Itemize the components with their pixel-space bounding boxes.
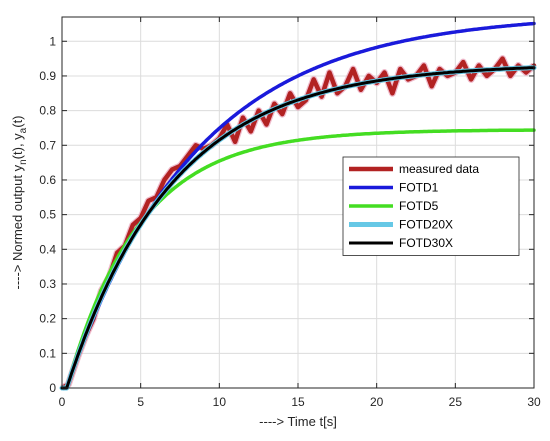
- y-tick-label: 0.4: [39, 242, 56, 256]
- y-tick-label: 0.1: [39, 346, 56, 360]
- y-axis-label: ----> Normed output yn(t), ya(t): [10, 115, 29, 289]
- y-tick-label: 0.3: [39, 277, 56, 291]
- y-axis-label-end: (t): [10, 115, 25, 127]
- y-axis-label-mid: (t), y: [10, 133, 25, 159]
- y-tick-label: 0.5: [39, 208, 56, 222]
- y-axis-label-main: ----> Normed output y: [10, 164, 25, 289]
- y-axis-ticks: 0 0.1 0.2 0.3 0.4 0.5 0.6 0.7 0.8 0.9 1: [39, 34, 534, 395]
- y-tick-label: 1: [49, 34, 56, 48]
- y-tick-label: 0.8: [39, 104, 56, 118]
- x-axis-label: ----> Time t[s]: [259, 414, 337, 429]
- x-tick-label: 5: [137, 395, 144, 409]
- y-axis-label-sub-n: n: [18, 159, 29, 165]
- x-tick-label: 20: [370, 395, 384, 409]
- y-tick-label: 0.9: [39, 69, 56, 83]
- x-tick-label: 0: [59, 395, 66, 409]
- x-axis-ticks: 0 5 10 15 20 25 30: [59, 17, 541, 409]
- y-tick-label: 0.6: [39, 173, 56, 187]
- x-tick-label: 30: [527, 395, 541, 409]
- series-line-fotd30x: [60, 66, 536, 390]
- y-tick-label: 0: [49, 381, 56, 395]
- legend-item-measured-data-label: measured data: [399, 162, 479, 176]
- y-axis-label-sub-a: a: [18, 127, 29, 133]
- x-tick-label: 10: [213, 395, 227, 409]
- legend-item-fotd30x-label: FOTD30X: [399, 236, 453, 250]
- legend: measured data FOTD1 FOTD5 FOTD20X FOTD30X: [342, 156, 520, 256]
- legend-item-fotd1-label: FOTD1: [399, 181, 439, 195]
- legend-item-fotd5-label: FOTD5: [399, 199, 439, 213]
- y-tick-label: 0.7: [39, 138, 56, 152]
- x-tick-label: 15: [291, 395, 305, 409]
- y-tick-label: 0.2: [39, 312, 56, 326]
- x-tick-label: 25: [449, 395, 463, 409]
- legend-item-fotd20x-label: FOTD20X: [399, 218, 453, 232]
- series-layer: [59, 21, 537, 392]
